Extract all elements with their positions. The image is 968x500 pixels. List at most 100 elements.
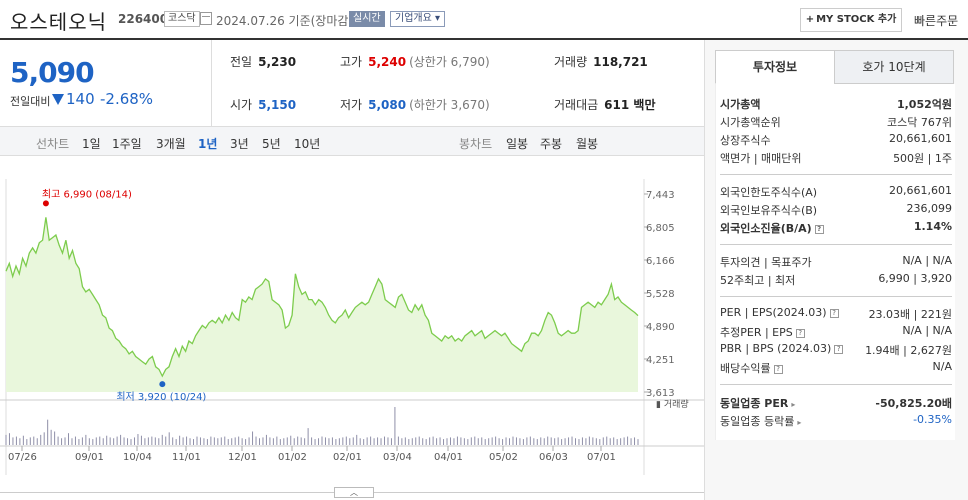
info-row-value: 코스닥 767위 bbox=[887, 116, 952, 129]
x-tick-label: 07/26 bbox=[8, 452, 37, 463]
tab-10y[interactable]: 10년 bbox=[294, 137, 321, 151]
line-chart-label: 선차트 bbox=[36, 137, 70, 151]
info-row-value: N/A bbox=[932, 360, 952, 373]
y-tick-label: 4,890 bbox=[646, 322, 675, 333]
chevron-down-icon: ▾ bbox=[435, 13, 441, 24]
help-icon[interactable]: ? bbox=[834, 345, 844, 354]
info-row-label: PER | EPS(2024.03)? bbox=[720, 306, 839, 319]
price-chart: 7,443 6,805 6,166 5,528 4,890 4,251 3,613 최고 6,… bbox=[0, 157, 704, 487]
min-label: 최저 3,920 (10/24) bbox=[116, 391, 206, 403]
info-row-value: 236,099 bbox=[906, 202, 953, 215]
x-tick-label: 07/01 bbox=[587, 452, 616, 463]
info-row-label: PBR | BPS (2024.03)? bbox=[720, 342, 844, 355]
info-row: 시가총액 1,052억원 bbox=[720, 96, 952, 114]
header-divider bbox=[0, 38, 968, 40]
min-marker bbox=[159, 381, 166, 388]
info-row-label: 동일업종 PER ▸ bbox=[720, 397, 796, 410]
info-row-label: 액면가 | 매매단위 bbox=[720, 152, 802, 165]
y-tick-label: 6,805 bbox=[646, 223, 675, 234]
calendar-icon bbox=[200, 12, 212, 25]
chevron-right-icon[interactable]: ▸ bbox=[797, 418, 802, 427]
tab-daily[interactable]: 일봉 bbox=[506, 137, 529, 151]
price-change-pct: -2.68% bbox=[100, 90, 154, 108]
x-tick-label: 01/02 bbox=[278, 452, 307, 463]
tab-monthly[interactable]: 월봉 bbox=[576, 137, 599, 151]
tab-weekly[interactable]: 주봉 bbox=[540, 137, 563, 151]
tab-1w[interactable]: 1주일 bbox=[112, 137, 142, 151]
info-row: PBR | BPS (2024.03)? 1.94배 | 2,627원 bbox=[720, 342, 952, 360]
stat-open: 시가 5,150 bbox=[230, 98, 297, 112]
add-mystock-button[interactable]: + MY STOCK 추가 bbox=[800, 8, 902, 32]
info-row-value: 1.14% bbox=[913, 220, 952, 233]
info-row-value: -50,825.20배 bbox=[875, 397, 952, 410]
info-row: 외국인보유주식수(B) 236,099 bbox=[720, 202, 952, 220]
info-row: 외국인한도주식수(A) 20,661,601 bbox=[720, 184, 952, 202]
volume-legend: ▮ 거래량 bbox=[656, 398, 689, 410]
info-row: 배당수익률? N/A bbox=[720, 360, 952, 378]
stat-volume: 거래량 118,721 bbox=[554, 55, 648, 69]
help-icon[interactable]: ? bbox=[795, 329, 805, 338]
y-tick-label: 3,613 bbox=[646, 388, 675, 399]
help-icon[interactable]: ? bbox=[814, 225, 824, 234]
x-tick-label: 03/04 bbox=[383, 452, 412, 463]
tab-investment-info[interactable]: 투자정보 bbox=[715, 50, 835, 84]
info-row-label: 투자의견 | 목표주가 bbox=[720, 256, 812, 269]
info-row-label: 시가총액 bbox=[720, 98, 761, 111]
info-divider bbox=[720, 296, 952, 297]
realtime-button[interactable]: 실시간 bbox=[349, 11, 385, 27]
tab-orderbook-10[interactable]: 호가 10단계 bbox=[834, 50, 954, 84]
info-row: 투자의견 | 목표주가 N/A | N/A bbox=[720, 254, 952, 272]
tab-3m[interactable]: 3개월 bbox=[156, 137, 186, 151]
price-area-fill bbox=[6, 217, 638, 392]
x-tick-label: 12/01 bbox=[228, 452, 257, 463]
info-row-label: 상장주식수 bbox=[720, 134, 771, 147]
quick-order-link[interactable]: 빠른주문 bbox=[914, 14, 959, 28]
chevron-up-icon: ︿ bbox=[350, 488, 358, 497]
x-tick-label: 05/02 bbox=[489, 452, 518, 463]
chevron-right-icon[interactable]: ▸ bbox=[791, 400, 796, 409]
stat-amount: 거래대금 611 백만 bbox=[554, 98, 656, 112]
x-tick-label: 09/01 bbox=[75, 452, 104, 463]
stock-header: 오스테오닉 226400 코스닥 2024.07.26 기준(장마감) 실시간 … bbox=[0, 0, 968, 40]
info-row-value: N/A | N/A bbox=[902, 324, 952, 337]
stat-prev: 전일 5,230 bbox=[230, 55, 297, 69]
info-row-value: 1.94배 | 2,627원 bbox=[865, 344, 952, 357]
x-tick-label: 04/01 bbox=[434, 452, 463, 463]
company-overview-dropdown[interactable]: 기업개요 ▾ bbox=[390, 11, 446, 27]
tab-3y[interactable]: 3년 bbox=[230, 137, 249, 151]
x-tick-label: 06/03 bbox=[539, 452, 568, 463]
candle-chart-label: 봉차트 bbox=[459, 137, 493, 151]
plus-icon: + bbox=[805, 14, 815, 25]
info-row: 동일업종 PER ▸ -50,825.20배 bbox=[720, 395, 952, 413]
tab-1y[interactable]: 1년 bbox=[198, 137, 218, 151]
help-icon[interactable]: ? bbox=[829, 309, 839, 318]
base-date: 2024.07.26 기준(장마감) bbox=[216, 14, 354, 28]
info-row-label: 52주최고 | 최저 bbox=[720, 274, 796, 287]
info-divider bbox=[720, 244, 952, 245]
info-divider bbox=[720, 174, 952, 175]
info-row: 52주최고 | 최저 6,990 | 3,920 bbox=[720, 272, 952, 290]
info-row-value: 500원 | 1주 bbox=[893, 152, 952, 165]
x-tick-label: 02/01 bbox=[333, 452, 362, 463]
collapse-chart-button[interactable]: ︿ bbox=[334, 487, 374, 498]
info-row: 추정PER | EPS? N/A | N/A bbox=[720, 324, 952, 342]
info-row-label: 외국인보유주식수(B) bbox=[720, 204, 818, 217]
x-tick-label: 10/04 bbox=[123, 452, 152, 463]
price-summary: 5,090 전일대비 140 -2.68% bbox=[0, 40, 212, 126]
info-row-value: 20,661,601 bbox=[889, 132, 952, 145]
tab-1d[interactable]: 1일 bbox=[82, 137, 101, 151]
info-row-label: 외국인소진율(B/A)? bbox=[720, 220, 824, 236]
stat-high: 고가 5,240 (상한가 6,790) bbox=[340, 55, 490, 69]
stat-low: 저가 5,080 (하한가 3,670) bbox=[340, 98, 490, 112]
price-series-line bbox=[5, 217, 639, 378]
info-row-label: 시가총액순위 bbox=[720, 116, 781, 129]
info-row-value: N/A | N/A bbox=[902, 254, 952, 267]
price-chart-svg: 7,443 6,805 6,166 5,528 4,890 4,251 3,613 최고 6,… bbox=[0, 179, 704, 475]
y-tick-label: 4,251 bbox=[646, 355, 675, 366]
tab-5y[interactable]: 5년 bbox=[262, 137, 281, 151]
info-row-value: 1,052억원 bbox=[896, 98, 952, 111]
help-icon[interactable]: ? bbox=[773, 365, 783, 374]
price-change: 140 bbox=[66, 90, 95, 108]
